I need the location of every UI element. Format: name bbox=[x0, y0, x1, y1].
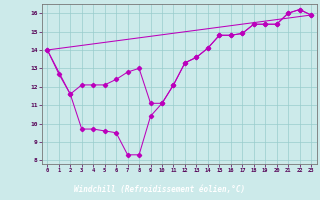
Text: Windchill (Refroidissement éolien,°C): Windchill (Refroidissement éolien,°C) bbox=[75, 185, 245, 194]
